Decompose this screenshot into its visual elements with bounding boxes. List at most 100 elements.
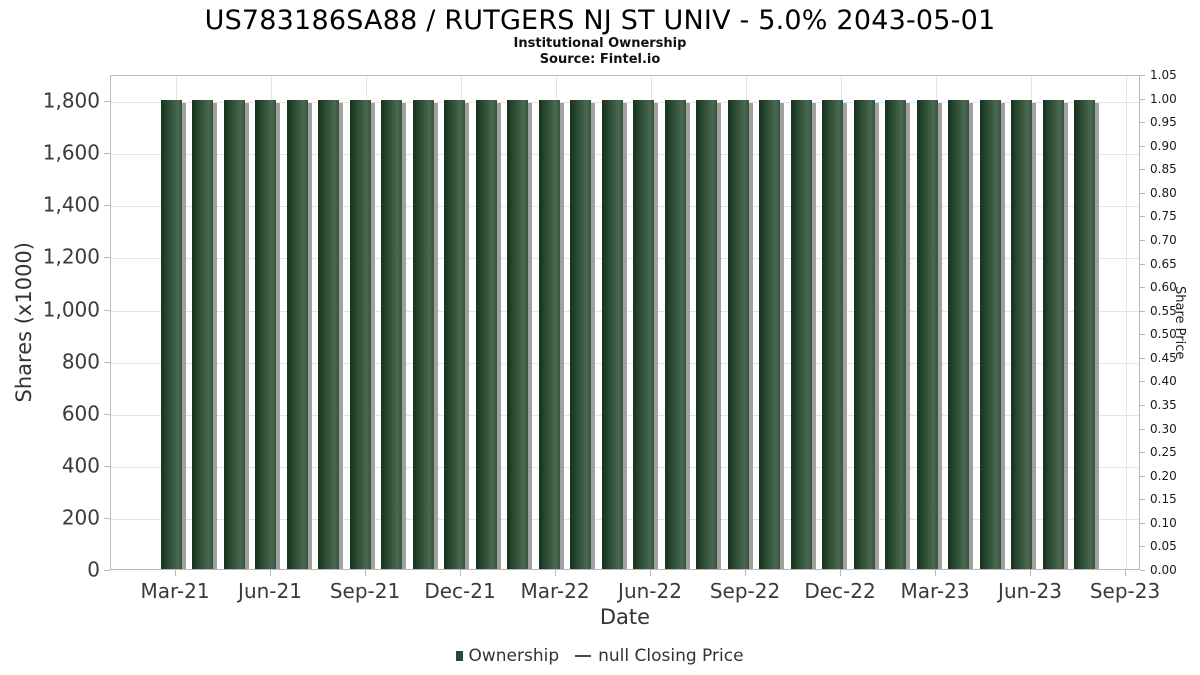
ownership-bar [696,100,717,569]
ownership-bar [381,100,402,569]
h-gridline [111,414,1139,416]
x-axis-tick-label: Sep-23 [1089,579,1161,603]
y-axis-tick-label-right: 0.35 [1150,398,1177,412]
y-axis-tick-label-left: 800 [61,349,100,374]
ownership-bar [822,100,843,569]
legend-item-ownership[interactable]: Ownership [456,646,559,666]
h-gridline [111,206,1139,208]
y-axis-tick-label-left: 1,000 [42,297,100,322]
right-tick-mark [1140,452,1145,454]
x-axis-tick-label: Jun-23 [998,579,1062,603]
right-tick-mark [1140,499,1145,501]
ownership-bar [633,100,654,569]
left-tick-mark [104,101,110,103]
x-axis-label: Date [599,605,651,629]
y-axis-tick-label-right: 0.50 [1150,327,1177,342]
y-axis-tick-label-left: 400 [61,453,100,478]
legend-item-closing-price[interactable]: null Closing Price [559,646,744,666]
ownership-bar [601,100,623,569]
ownership-bar [1042,100,1064,569]
ownership-bar [664,100,686,569]
x-axis-tick-label: Jun-22 [618,579,682,603]
left-axis-label-wrap: Shares (x1000) [12,75,36,570]
left-axis-label: Shares (x1000) [12,242,36,403]
y-axis-tick-label-right: 0.60 [1150,280,1177,295]
left-tick-mark [104,361,110,363]
x-axis-tick-label: Mar-23 [900,579,970,603]
ownership-bar [570,100,591,569]
y-axis-tick-label-right: 0.65 [1150,256,1177,271]
ownership-bar [444,100,465,569]
y-axis-tick-label-right: 0.10 [1150,515,1177,530]
ownership-bar [1074,100,1095,569]
ownership-bar [192,100,213,569]
x-axis-tick-label: Jun-21 [238,579,302,603]
ownership-bar [979,100,1001,569]
bottom-tick-mark [1125,570,1126,576]
price-line-icon [575,654,592,658]
y-axis-tick-label-right: 0.90 [1150,138,1177,153]
right-tick-mark [1140,475,1145,477]
right-tick-mark [1140,98,1145,100]
right-tick-mark [1140,428,1145,430]
right-tick-mark [1140,145,1145,147]
y-axis-tick-label-right: 0.40 [1150,374,1177,389]
y-axis-tick-label-left: 1,400 [42,192,100,217]
ownership-bar [885,100,906,569]
x-axis-tick-label: Mar-22 [520,579,590,603]
left-tick-mark [104,517,110,519]
y-axis-tick-label-left: 1,200 [42,244,100,269]
ownership-bar [853,100,875,569]
h-gridline [111,362,1139,364]
y-axis-tick-label-left: 1,800 [42,88,100,113]
bottom-tick-mark [460,570,461,576]
y-axis-tick-label-left: 0 [87,557,100,582]
ownership-bar [349,100,371,569]
bottom-tick-mark [745,570,746,576]
right-tick-mark [1140,381,1145,383]
x-axis-tick-label: Dec-21 [424,579,496,603]
ownership-bar [790,100,812,569]
left-tick-mark [104,257,110,259]
legend: Ownership null Closing Price [0,646,1200,666]
chart-subtitle: Institutional Ownership [513,36,687,51]
right-axis-label-wrap: Share Price [1172,75,1187,570]
right-tick-mark [1140,122,1145,124]
ownership-bar [223,100,245,569]
ownership-bar [412,100,434,569]
h-gridline [111,310,1139,312]
v-gridline [1126,76,1127,569]
ownership-bar [160,100,182,569]
right-tick-mark [1140,357,1145,359]
y-axis-tick-label-left: 200 [61,505,100,530]
h-gridline [111,154,1139,156]
x-axis-tick-label: Sep-22 [709,579,781,603]
right-tick-mark [1140,216,1145,218]
ownership-bar [727,100,749,569]
right-tick-mark [1140,310,1145,312]
x-axis-tick-label: Sep-21 [329,579,401,603]
h-gridline [111,466,1139,468]
chart-source: Source: Fintel.io [539,52,661,67]
y-axis-tick-label-right: 0.70 [1150,233,1177,247]
right-axis-label: Share Price [1172,285,1187,360]
y-axis-tick-label-right: 0.05 [1150,539,1177,554]
bottom-tick-mark [175,570,176,576]
left-tick-mark [104,153,110,155]
right-tick-mark [1140,334,1145,336]
left-tick-mark [104,465,110,467]
right-tick-mark [1140,405,1145,406]
left-tick-mark [104,413,110,415]
bottom-tick-mark [840,570,841,576]
y-axis-tick-label-right: 0.55 [1150,303,1177,318]
y-axis-tick-label-right: 0.15 [1150,492,1177,507]
right-tick-mark [1140,570,1145,571]
right-tick-mark [1140,287,1145,289]
ownership-bar [1011,100,1032,569]
legend-ownership-label: Ownership [468,646,560,666]
right-tick-mark [1140,546,1145,548]
h-gridline [111,102,1139,104]
ownership-bar [318,100,339,569]
y-axis-tick-label-right: 1.05 [1150,68,1177,82]
